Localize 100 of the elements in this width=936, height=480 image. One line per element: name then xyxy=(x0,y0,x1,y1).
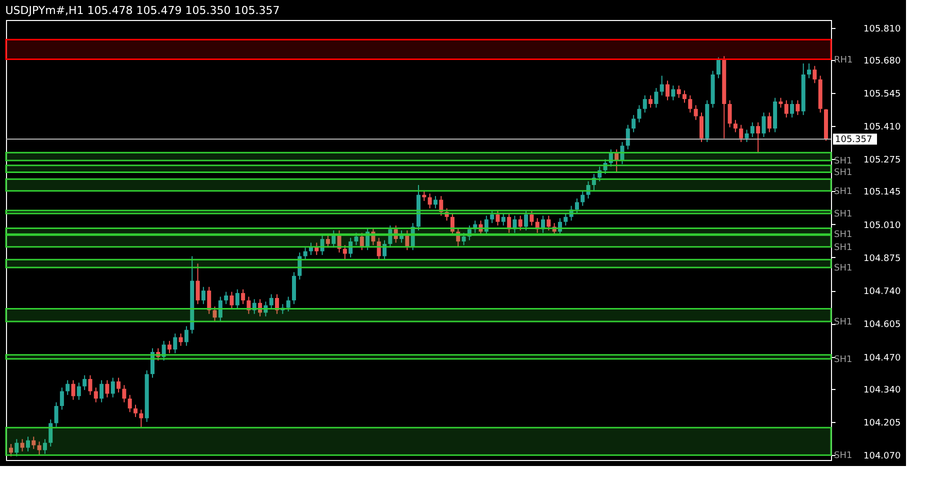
candlestick xyxy=(42,438,47,454)
candlestick xyxy=(558,218,562,235)
candlestick xyxy=(744,129,749,143)
candlestick xyxy=(128,394,132,413)
y-tick-label: 104.740 xyxy=(864,287,901,298)
candlestick xyxy=(592,173,596,192)
y-tick-label: 104.605 xyxy=(864,320,901,330)
candlestick xyxy=(603,158,608,174)
candlestick xyxy=(388,225,392,248)
candlestick xyxy=(688,94,692,114)
candlestick xyxy=(450,212,454,236)
y-tick-label: 104.340 xyxy=(864,385,901,396)
candlestick xyxy=(382,240,387,260)
candlestick xyxy=(637,104,642,123)
candlestick xyxy=(54,402,58,428)
candlestick xyxy=(235,288,240,310)
y-tick-label: 105.410 xyxy=(864,122,901,133)
y-tick-label: 105.810 xyxy=(864,24,901,34)
candlestick xyxy=(666,80,670,101)
candlestick xyxy=(444,208,449,222)
candlestick xyxy=(694,104,698,120)
candlestick xyxy=(410,222,415,251)
candlestick xyxy=(230,291,234,310)
candlestick xyxy=(541,215,546,234)
candlestick xyxy=(308,242,313,256)
candlestick xyxy=(337,230,342,254)
candlestick xyxy=(546,215,551,231)
candlestick xyxy=(728,100,732,128)
candlestick xyxy=(564,212,568,226)
candlestick xyxy=(439,196,444,216)
candlestick xyxy=(269,294,274,310)
candlestick xyxy=(246,296,251,314)
candlestick xyxy=(642,94,647,114)
candlestick xyxy=(671,85,676,101)
candlestick xyxy=(733,119,738,133)
band-label: SH1 xyxy=(834,354,852,365)
chart-title: USDJPYm#,H1 105.478 105.479 105.350 105.357 xyxy=(5,4,280,17)
y-tick-label: 105.275 xyxy=(864,156,901,166)
candlestick xyxy=(530,210,534,226)
candlestick xyxy=(428,193,432,209)
candlestick xyxy=(326,234,330,248)
candlestick xyxy=(139,409,144,428)
y-tick-label: 105.145 xyxy=(864,188,901,198)
candlestick xyxy=(66,380,70,396)
candlestick xyxy=(303,247,308,260)
candlestick xyxy=(750,122,754,138)
candlestick xyxy=(699,112,704,143)
band-label: SH1 xyxy=(834,318,852,328)
candlestick xyxy=(178,333,183,346)
candlestick xyxy=(264,301,268,317)
candlestick xyxy=(400,230,404,244)
candlestick xyxy=(422,190,426,202)
y-tick-label: 105.680 xyxy=(864,56,901,66)
candlestick xyxy=(167,340,172,354)
candlestick xyxy=(716,56,720,79)
candlestick xyxy=(778,97,783,108)
candlestick xyxy=(275,294,280,314)
band-label: SH1 xyxy=(834,242,852,253)
candlestick xyxy=(598,166,602,182)
candlestick xyxy=(620,142,624,165)
candlestick xyxy=(552,222,556,235)
y-tick-label: 105.010 xyxy=(864,220,901,231)
candlestick xyxy=(473,220,478,234)
candlestick xyxy=(224,291,228,305)
candlestick xyxy=(26,436,30,452)
candlestick xyxy=(207,286,212,314)
candlestick xyxy=(648,94,653,108)
candlestick xyxy=(76,382,81,400)
candlestick xyxy=(512,215,517,234)
candlestick xyxy=(366,227,370,251)
candlestick xyxy=(569,205,574,222)
candlestick xyxy=(614,148,619,173)
candlestick xyxy=(507,212,512,234)
candlestick xyxy=(796,100,800,116)
candlestick xyxy=(574,198,579,214)
candlestick xyxy=(762,112,766,138)
band-label: SH1 xyxy=(834,168,852,178)
candlestick xyxy=(105,380,110,398)
candlestick xyxy=(654,88,658,108)
y-tick-label: 104.070 xyxy=(864,452,901,462)
ref-line-label: 105.357 xyxy=(835,135,872,146)
candlestick xyxy=(252,298,256,314)
candlestick xyxy=(122,384,126,403)
candlestick xyxy=(134,404,138,418)
candlestick xyxy=(632,114,636,133)
candlestick xyxy=(580,190,585,206)
candlestick xyxy=(116,377,121,393)
candlestick xyxy=(94,387,98,403)
y-tick-label: 104.470 xyxy=(864,353,901,364)
candlestick xyxy=(110,377,115,398)
candlestick xyxy=(218,296,222,322)
candlestick xyxy=(184,326,188,346)
candlestick xyxy=(14,438,19,457)
candlestick xyxy=(298,252,302,280)
band-label: SH1 xyxy=(834,156,852,166)
candlestick xyxy=(478,220,483,236)
candlestick xyxy=(784,100,788,118)
candlestick xyxy=(660,75,664,96)
candlestick xyxy=(286,296,290,312)
candlestick xyxy=(739,124,744,143)
